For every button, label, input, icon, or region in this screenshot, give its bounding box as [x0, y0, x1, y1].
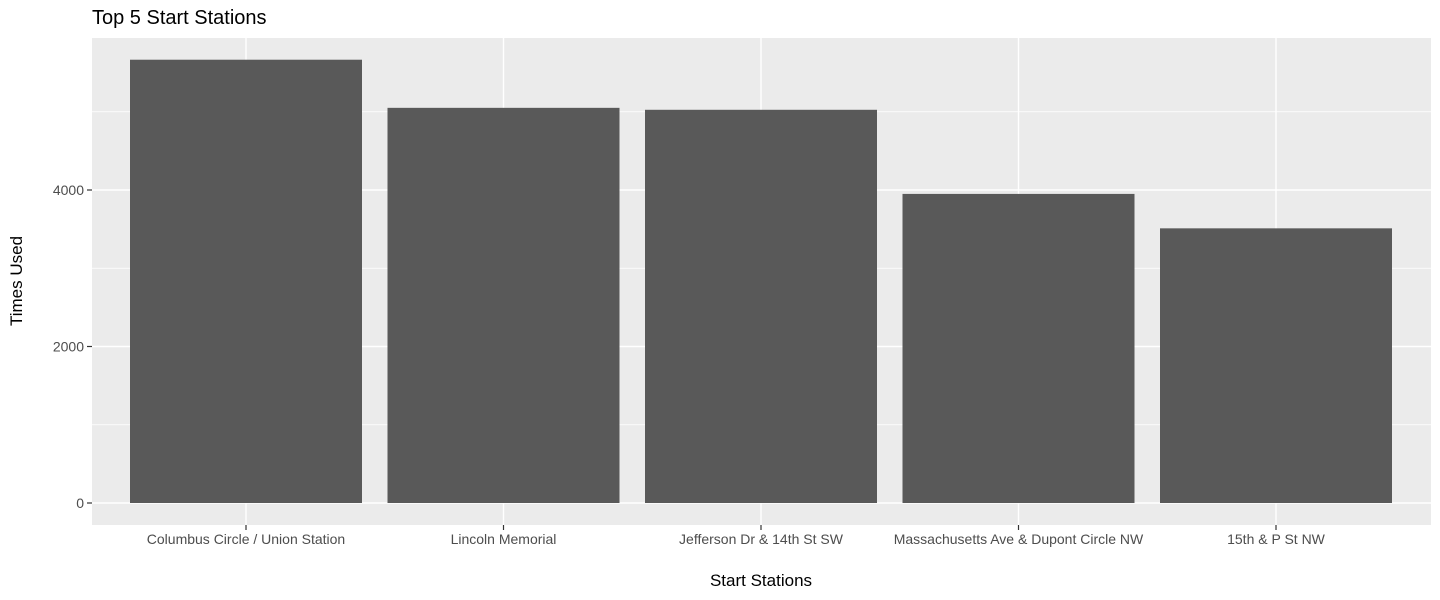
bar	[645, 109, 877, 503]
x-axis: Columbus Circle / Union Station Lincoln M…	[147, 525, 1326, 547]
y-tick-label: 2000	[53, 339, 84, 355]
x-tick-label: Lincoln Memorial	[451, 531, 557, 547]
bar	[130, 59, 362, 504]
bar	[1160, 228, 1392, 503]
y-axis-title: Times Used	[7, 236, 26, 326]
bar	[902, 193, 1135, 503]
x-tick-label: Massachusetts Ave & Dupont Circle NW	[894, 531, 1144, 547]
y-axis: 0 2000 4000	[53, 182, 92, 511]
x-axis-title: Start Stations	[710, 571, 812, 590]
y-tick-label: 0	[76, 495, 84, 511]
x-tick-label: Columbus Circle / Union Station	[147, 531, 345, 547]
x-tick-label: Jefferson Dr & 14th St SW	[679, 531, 844, 547]
bar	[387, 107, 620, 504]
x-tick-label: 15th & P St NW	[1227, 531, 1326, 547]
chart-title: Top 5 Start Stations	[92, 7, 267, 29]
y-tick-label: 4000	[53, 182, 84, 198]
bars	[130, 59, 1392, 504]
